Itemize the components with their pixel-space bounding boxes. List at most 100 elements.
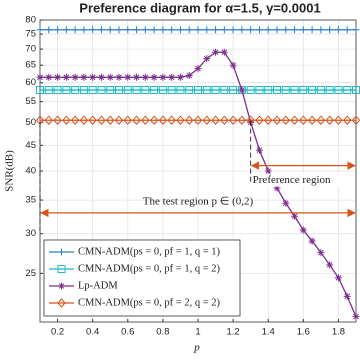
- marker: [123, 115, 132, 125]
- marker: [62, 26, 70, 34]
- marker: [299, 115, 308, 125]
- marker: [115, 86, 123, 95]
- y-tick-label: 30: [25, 228, 36, 239]
- marker: [247, 26, 255, 34]
- marker: [334, 26, 342, 34]
- marker: [124, 73, 132, 81]
- marker: [264, 26, 272, 34]
- marker: [299, 86, 308, 95]
- legend-label: CMN-ADM(ps = 0, pf = 1, q = 1): [78, 246, 221, 257]
- y-tick-label: 75: [25, 29, 36, 40]
- marker: [150, 73, 158, 81]
- y-tick-label: 45: [25, 140, 36, 151]
- marker: [132, 115, 141, 125]
- marker: [316, 115, 326, 125]
- marker: [211, 86, 220, 95]
- marker: [133, 73, 141, 81]
- marker: [150, 26, 158, 34]
- marker: [255, 115, 264, 125]
- marker: [97, 86, 106, 95]
- marker: [158, 86, 167, 95]
- x-tick-label: 1: [195, 327, 200, 338]
- marker: [141, 115, 150, 125]
- marker: [316, 86, 325, 95]
- marker: [45, 26, 53, 34]
- marker: [106, 115, 115, 125]
- chart-title: Preference diagram for α=1.5, γ=0.0001: [79, 0, 320, 15]
- marker: [71, 86, 80, 95]
- marker: [97, 73, 105, 81]
- marker: [176, 115, 185, 125]
- marker: [62, 86, 71, 95]
- marker: [238, 26, 246, 34]
- marker: [229, 26, 237, 34]
- marker: [308, 86, 317, 95]
- marker: [36, 73, 44, 81]
- marker: [80, 26, 88, 34]
- legend-label: CMN-ADM(ps = 0, pf = 1, q = 2): [78, 263, 221, 274]
- marker: [282, 199, 290, 207]
- marker: [229, 61, 237, 69]
- marker: [220, 26, 228, 34]
- marker: [203, 55, 211, 63]
- marker: [79, 86, 88, 95]
- marker: [149, 115, 159, 125]
- marker: [290, 115, 299, 125]
- marker: [168, 73, 176, 81]
- x-axis-label: p: [193, 342, 200, 354]
- marker: [352, 26, 360, 34]
- marker: [106, 86, 115, 95]
- marker: [317, 26, 325, 34]
- legend-marker: [57, 265, 66, 273]
- marker: [53, 86, 62, 95]
- marker: [176, 73, 184, 81]
- marker: [176, 26, 184, 34]
- marker: [89, 26, 97, 34]
- marker: [141, 73, 149, 81]
- y-tick-label: 25: [25, 268, 36, 279]
- marker: [106, 26, 114, 34]
- marker: [343, 115, 352, 125]
- marker: [115, 73, 123, 81]
- marker: [299, 226, 307, 234]
- marker: [88, 115, 97, 125]
- marker: [307, 115, 317, 125]
- x-tick-label: 0.8: [156, 327, 169, 338]
- marker: [281, 115, 290, 125]
- marker: [334, 274, 342, 282]
- x-tick-label: 0.6: [121, 327, 134, 338]
- y-tick-label: 40: [25, 166, 36, 177]
- marker: [194, 26, 202, 34]
- y-tick-label: 55: [25, 96, 36, 107]
- annotation-text: The test region p ∈ (0,2): [143, 195, 254, 207]
- marker: [281, 86, 290, 95]
- marker: [211, 115, 220, 125]
- marker: [203, 26, 211, 34]
- marker: [229, 86, 238, 95]
- annotation-bg: [251, 173, 354, 187]
- marker: [159, 73, 167, 81]
- marker: [80, 73, 88, 81]
- y-tick-label: 80: [25, 15, 36, 26]
- marker: [70, 115, 80, 125]
- y-tick-label: 65: [25, 60, 36, 71]
- marker: [133, 26, 141, 34]
- y-tick-label: 35: [25, 195, 36, 206]
- legend-label: Lp-ADM: [78, 280, 118, 291]
- marker: [106, 73, 114, 81]
- marker: [132, 86, 141, 95]
- marker: [89, 73, 97, 81]
- x-tick-label: 1.8: [332, 327, 345, 338]
- marker: [114, 115, 124, 125]
- marker: [220, 86, 229, 95]
- legend-label: CMN-ADM(ps = 0, pf = 2, q = 2): [78, 297, 221, 308]
- marker: [150, 86, 159, 95]
- marker: [124, 26, 132, 34]
- marker: [62, 73, 70, 81]
- marker: [79, 115, 89, 125]
- marker: [212, 26, 220, 34]
- marker: [273, 26, 281, 34]
- marker: [220, 48, 228, 56]
- marker: [141, 26, 149, 34]
